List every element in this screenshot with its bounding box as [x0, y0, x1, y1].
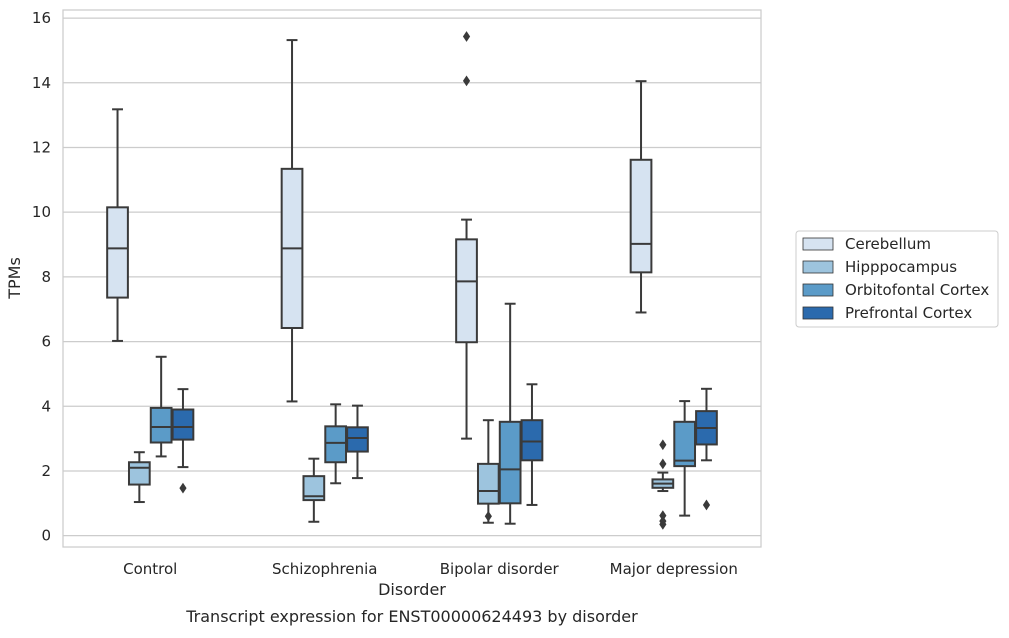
y-tick-label: 12 — [32, 138, 51, 156]
gridlines — [63, 17, 761, 537]
legend-swatch-cerebellum — [802, 237, 834, 251]
box-iqr — [106, 206, 129, 299]
box-bipolar-disorder-hipppocampus — [476, 419, 500, 524]
x-tick-label: Bipolar disorder — [440, 560, 560, 578]
outlier-point — [659, 439, 667, 451]
legend-label-cerebellum: Cerebellum — [845, 235, 931, 253]
box-iqr — [149, 406, 173, 444]
legend-frame — [795, 230, 999, 328]
box-iqr — [324, 425, 348, 464]
legend-swatch-prefrontal-cortex — [802, 306, 834, 320]
box-iqr — [498, 420, 522, 505]
x-tick-label: Control — [123, 560, 177, 578]
box-major-depression-cerebellum — [629, 80, 653, 314]
box-schizophrenia-orbitofontal-cortex — [324, 403, 348, 485]
outlier-point — [702, 499, 711, 511]
box-iqr — [673, 420, 697, 468]
box-bipolar-disorder-cerebellum — [455, 31, 478, 440]
chart-caption: Transcript expression for ENST0000062449… — [185, 607, 638, 626]
boxes — [106, 31, 718, 530]
box-iqr — [476, 462, 500, 505]
box-schizophrenia-cerebellum — [280, 39, 304, 403]
y-tick-labels: 0 2 4 6 8 10 12 14 16 — [32, 9, 51, 545]
outlier-point — [462, 31, 471, 42]
box-schizophrenia-prefrontal-cortex — [346, 404, 369, 480]
box-control-orbitofontal-cortex — [149, 355, 173, 458]
x-axis-label: Disorder — [378, 580, 446, 599]
y-axis-label: TPMs — [5, 257, 24, 300]
x-tick-label: Major depression — [610, 560, 738, 578]
legend-label-hipppocampus: Hipppocampus — [845, 258, 957, 276]
box-control-prefrontal-cortex — [171, 388, 195, 494]
y-tick-label: 10 — [32, 203, 51, 221]
plot-frame — [62, 9, 762, 548]
outlier-point — [659, 458, 667, 470]
box-control-hipppocampus — [127, 451, 151, 504]
legend: Cerebellum Hipppocampus Orbitofontal Cor… — [795, 230, 999, 328]
box-iqr — [127, 461, 151, 486]
box-iqr — [629, 158, 653, 274]
outlier-point — [659, 510, 667, 522]
y-tick-label: 14 — [32, 74, 51, 92]
outlier-point — [659, 515, 667, 527]
y-tick-label: 6 — [41, 333, 51, 351]
box-major-depression-prefrontal-cortex — [695, 387, 718, 511]
y-tick-label: 2 — [41, 462, 51, 480]
x-tick-labels: Control Schizophrenia Bipolar disorder Majo… — [123, 560, 738, 578]
legend-label-prefrontal-cortex: Prefrontal Cortex — [845, 304, 972, 322]
box-iqr — [520, 419, 544, 462]
box-iqr — [302, 475, 326, 502]
box-bipolar-disorder-orbitofontal-cortex — [498, 302, 522, 525]
outlier-point — [484, 510, 492, 522]
box-bipolar-disorder-prefrontal-cortex — [520, 383, 544, 506]
x-tick-label: Schizophrenia — [272, 560, 377, 578]
box-major-depression-orbitofontal-cortex — [673, 400, 697, 517]
box-control-cerebellum — [106, 108, 129, 342]
box-iqr — [346, 426, 369, 453]
legend-swatch-orbitofontal-cortex — [802, 283, 834, 297]
outlier-point — [179, 482, 187, 494]
outlier-point — [462, 75, 471, 87]
legend-label-orbitofontal-cortex: Orbitofontal Cortex — [845, 281, 989, 299]
box-iqr — [455, 238, 478, 344]
legend-swatch-hipppocampus — [802, 260, 834, 274]
box-iqr — [171, 408, 195, 441]
box-schizophrenia-hipppocampus — [302, 457, 326, 523]
y-tick-label: 8 — [41, 268, 51, 286]
y-tick-label: 16 — [32, 9, 51, 27]
y-tick-label: 0 — [41, 527, 51, 545]
y-tick-label: 4 — [41, 397, 51, 415]
box-major-depression-hipppocampus — [651, 439, 675, 530]
